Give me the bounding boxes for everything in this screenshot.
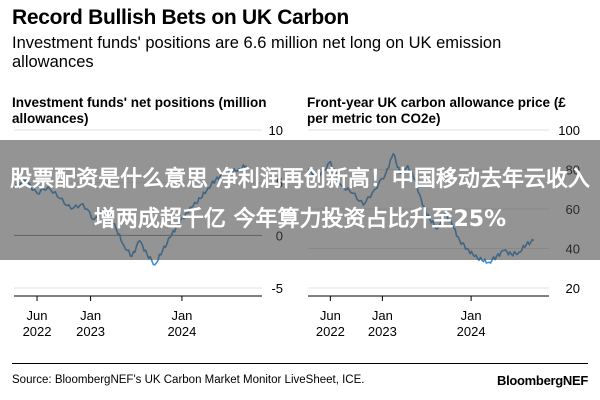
x-tick-label: Jun xyxy=(320,308,341,323)
x-tick-label: 2022 xyxy=(23,324,52,339)
footer-divider xyxy=(12,363,588,364)
source-note: Source: BloombergNEF's UK Carbon Market … xyxy=(12,374,365,386)
y-tick-label: 10 xyxy=(269,123,283,138)
overlay-banner xyxy=(0,140,600,260)
chart-subtitle: Investment funds' positions are 6.6 mill… xyxy=(12,34,502,71)
x-tick-label: Jan xyxy=(372,308,393,323)
y-tick-label: 100 xyxy=(558,123,580,138)
x-tick-label: 2024 xyxy=(457,324,486,339)
x-tick-label: Jan xyxy=(80,308,101,323)
x-tick-label: Jan xyxy=(171,308,192,323)
x-tick-label: 2022 xyxy=(316,324,345,339)
y-tick-label: -5 xyxy=(271,281,283,296)
panel-title-allowance-price: Front-year UK carbon allowance price (£ … xyxy=(307,95,566,126)
panel-title-net-positions: Investment funds' net positions (million… xyxy=(12,95,267,126)
y-tick-label: 20 xyxy=(566,281,580,296)
x-tick-label: Jan xyxy=(461,308,482,323)
chart-title: Record Bullish Bets on UK Carbon xyxy=(12,6,349,29)
x-tick-label: 2023 xyxy=(76,324,105,339)
x-tick-label: Jun xyxy=(27,308,48,323)
overlay-banner-text: 股票配资是什么意思 净利润再创新高！中国移动去年云收入增两成超千亿 今年算力投资… xyxy=(10,167,590,232)
x-tick-label: 2024 xyxy=(167,324,196,339)
brand-logo: BloombergNEF xyxy=(496,373,588,388)
x-tick-label: 2023 xyxy=(368,324,397,339)
